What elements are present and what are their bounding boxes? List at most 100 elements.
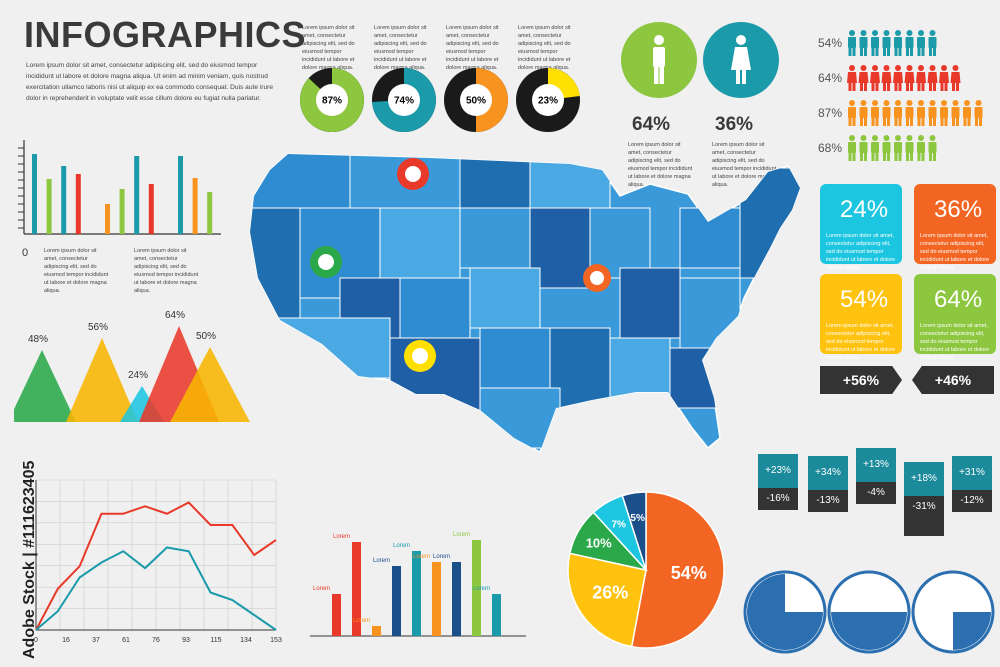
mountain-label: 48% [28, 334, 48, 345]
bar [432, 562, 441, 636]
people-icons [847, 65, 961, 91]
person-icon [895, 65, 901, 71]
male-caption: Lorem ipsum dolor sit amet, consectetur … [628, 142, 693, 188]
progress-pies [743, 570, 995, 654]
bar-label: Lorem [373, 558, 390, 564]
bar [412, 551, 421, 636]
pie-label: 54% [671, 563, 707, 583]
person-icon [929, 100, 936, 106]
stat-down: -16% [758, 488, 798, 510]
percent-box-caption: Lorem ipsum dolor sit amet, consectetur … [920, 233, 990, 271]
person-icon [849, 135, 855, 141]
progress-pie-fill [831, 612, 907, 650]
person-icon [872, 135, 878, 141]
mountain-label: 56% [88, 322, 108, 333]
bar [75, 174, 81, 234]
bar-caption-2: Lorem ipsum dolor sit amet, consectetur … [134, 248, 199, 294]
donut-charts: 87% 74% 50% 23% [300, 68, 580, 132]
person-icon [883, 135, 890, 141]
male-icon [653, 35, 665, 84]
bar [372, 626, 381, 636]
pie-chart: 54% 26% 10% 7% 5% [567, 491, 725, 649]
line-series-teal [35, 546, 277, 631]
mountain [14, 350, 76, 422]
donut-label: 87% [322, 96, 342, 107]
person-icon [906, 30, 913, 36]
person-icon [929, 135, 936, 141]
x-tick-label: 61 [122, 637, 130, 644]
male-percent: 64% [632, 114, 671, 135]
x-tick-label: 134 [240, 637, 252, 644]
person-icon [883, 100, 890, 106]
x-tick-label: 115 [210, 637, 221, 644]
person-icon [918, 30, 924, 36]
person-icon [849, 30, 855, 36]
person-icon [895, 100, 901, 106]
bar-label: Lorem [453, 532, 470, 538]
donut-label: 50% [466, 96, 486, 107]
bar [134, 156, 140, 234]
person-icon [883, 30, 890, 36]
percent-box-caption: Lorem ipsum dolor sit amet, consectetur … [920, 323, 990, 361]
donut-caption-1: Lorem ipsum dolor sit amet, consectetur … [302, 25, 355, 71]
pie-label: 5% [630, 513, 645, 524]
people-icons [848, 30, 937, 56]
progress-pie-fill [747, 574, 823, 650]
usa-map [249, 153, 801, 454]
stat-up: +31% [952, 456, 992, 490]
bar [32, 154, 37, 234]
female-caption: Lorem ipsum dolor sit amet, consectetur … [712, 142, 777, 188]
tag-left: +56% [820, 366, 902, 394]
x-tick-label: 16 [62, 637, 70, 644]
bar [46, 179, 52, 234]
stat-up: +23% [758, 454, 798, 488]
bar [472, 540, 481, 636]
person-icon [872, 100, 878, 106]
percent-box-value: 36% [934, 196, 983, 223]
stat-up: +13% [856, 448, 896, 482]
bar-label: Lorem [393, 543, 410, 549]
person-icon [895, 135, 901, 141]
x-tick-label: 0 [34, 637, 38, 644]
person-icon [906, 100, 913, 106]
bar [207, 192, 213, 234]
person-icon [918, 65, 924, 71]
page-title: INFOGRAPHICS [24, 14, 307, 55]
people-row-percent: 54% [818, 36, 843, 50]
person-icon [895, 30, 901, 36]
pie-label: 10% [586, 536, 612, 551]
female-percent: 36% [715, 114, 754, 135]
people-row-percent: 64% [818, 71, 843, 85]
person-icon [860, 135, 867, 141]
progress-pie-fill [953, 612, 991, 650]
person-icon [918, 135, 924, 141]
person-icon [906, 65, 913, 71]
bar [105, 204, 110, 234]
people-row-percent: 87% [818, 106, 843, 120]
pie-slice [567, 552, 647, 648]
person-icon [929, 30, 936, 36]
donut-caption-3: Lorem ipsum dolor sit amet, consectetur … [446, 25, 499, 71]
bar [332, 594, 341, 636]
bar-label: Lorem [413, 554, 430, 560]
stat-down: -13% [808, 490, 848, 512]
bar-label: Lorem [313, 586, 330, 592]
person-icon [929, 65, 936, 71]
person-icon [872, 30, 878, 36]
mountain-chart: 48% 56% 24% 64% 50% [14, 310, 250, 422]
pie-slice [630, 491, 725, 649]
female-icon [731, 35, 751, 84]
bar [492, 594, 501, 636]
person-icon [849, 100, 855, 106]
x-tick-label: 93 [182, 637, 190, 644]
bar [148, 184, 154, 234]
bar [452, 562, 461, 636]
female-circle [703, 22, 779, 98]
donut-label: 23% [538, 96, 558, 107]
pie-slice [621, 491, 647, 571]
people-icons [848, 135, 937, 161]
x-tick-label: 76 [152, 637, 160, 644]
x-tick-label: 37 [92, 637, 100, 644]
mountain-label: 24% [128, 370, 148, 381]
percent-box-value: 54% [840, 286, 889, 313]
